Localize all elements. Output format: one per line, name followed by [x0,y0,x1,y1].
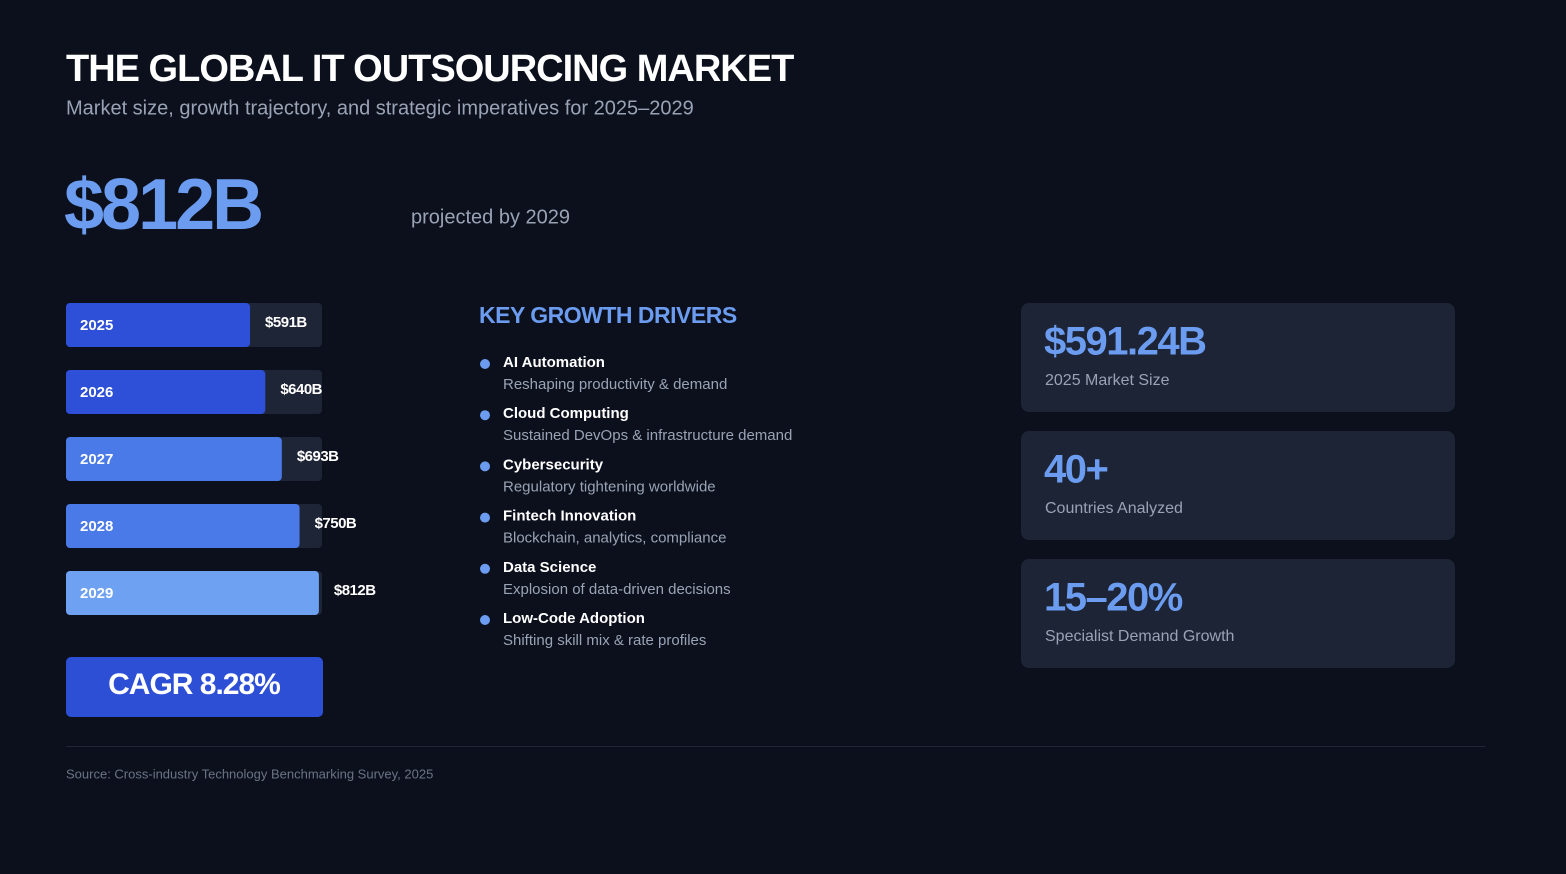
bar-value-label: $591B [265,314,307,331]
stat-value: 15–20% [1044,576,1183,620]
stat-label: Countries Analyzed [1045,500,1183,517]
driver-bullet [480,615,490,625]
drivers-title: KEY GROWTH DRIVERS [479,302,737,328]
bar-value-label: $812B [334,582,376,599]
driver-name: AI Automation [503,354,605,371]
driver-name: Low-Code Adoption [503,610,645,627]
bar-category: 2026 [80,384,113,401]
source: Source: Cross-industry Technology Benchm… [66,766,433,781]
bar [66,370,266,414]
driver-desc: Blockchain, analytics, compliance [503,530,726,547]
subtitle: Market size, growth trajectory, and stra… [66,97,694,119]
driver-bullet [480,410,490,421]
bar [66,571,319,615]
driver-desc: Explosion of data-driven decisions [503,581,731,598]
driver-bullet [480,461,490,472]
bar-category: 2027 [80,451,113,468]
headline-value: $812B [64,165,261,245]
bar-category: 2025 [80,317,113,334]
driver-name: Cloud Computing [503,405,629,422]
bar-value-label: $640B [280,381,322,398]
driver-name: Fintech Innovation [503,508,636,525]
driver-bullet [480,512,490,523]
bar [66,303,251,347]
bar-value-label: $693B [297,448,339,465]
driver-desc: Sustained DevOps & infrastructure demand [503,427,792,444]
driver-bullet [480,359,490,369]
bar [66,437,282,481]
stat-card [1021,431,1455,540]
stat-value: 40+ [1044,448,1107,492]
driver-name: Data Science [503,559,596,576]
headline-note: projected by 2029 [411,206,570,228]
bar-category: 2029 [80,585,113,602]
driver-desc: Regulatory tightening worldwide [503,478,716,495]
driver-desc: Shifting skill mix & rate profiles [503,632,706,649]
stat-card [1021,559,1455,668]
driver-bullet [480,563,490,574]
title: THE GLOBAL IT OUTSOURCING MARKET [66,48,794,90]
stat-card [1021,303,1455,412]
stat-label: 2025 Market Size [1045,372,1170,389]
stat-value: $591.24B [1044,320,1206,364]
bar-category: 2028 [80,518,113,535]
bar [66,504,300,548]
bar-value-label: $750B [315,515,357,532]
stat-label: Specialist Demand Growth [1045,628,1234,645]
driver-desc: Reshaping productivity & demand [503,376,727,393]
cagr: CAGR 8.28% [108,668,280,701]
cagr-box [66,657,323,717]
driver-name: Cybersecurity [503,456,604,473]
